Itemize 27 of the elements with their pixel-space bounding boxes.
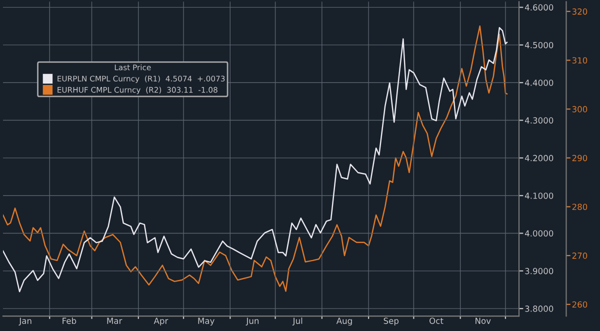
y2-tick-label: 290 — [572, 154, 588, 162]
x-tick-label: Feb — [62, 317, 76, 324]
x-tick-label: Jun — [246, 318, 259, 326]
y2-tick-label: 270 — [572, 252, 588, 259]
x-tick-label: Nov — [476, 318, 491, 324]
y2-tick-label: 320 — [572, 8, 588, 15]
x-tick-label: Jan — [18, 318, 32, 326]
y-tick-label: 3.9000 — [525, 268, 554, 274]
x-tick-label: Jul — [292, 317, 302, 326]
y-tick-label: 4.3000 — [524, 117, 554, 124]
y-tick-label: 4.0000 — [524, 230, 554, 237]
x-tick-label: Sep — [384, 318, 399, 326]
y-tick-label: 4.5000 — [524, 42, 554, 48]
y-tick-label: 4.4000 — [524, 80, 554, 86]
x-tick-label: Aug — [336, 318, 352, 326]
x-tick-label: Mar — [107, 318, 122, 324]
x-tick-label: May — [198, 318, 214, 326]
y-tick-label: 4.1000 — [524, 192, 554, 199]
y-tick-label: 4.2000 — [524, 154, 554, 162]
x-tick-label: Oct — [430, 318, 444, 324]
y-tick-label: 3.8000 — [525, 306, 554, 312]
y2-tick-label: 300 — [572, 106, 588, 112]
y-tick-label: 4.6000 — [524, 4, 554, 11]
y2-tick-label: 310 — [572, 57, 588, 64]
y2-tick-label: 280 — [572, 204, 588, 210]
y2-tick-label: 260 — [572, 301, 588, 308]
x-tick-label: Apr — [154, 318, 168, 326]
